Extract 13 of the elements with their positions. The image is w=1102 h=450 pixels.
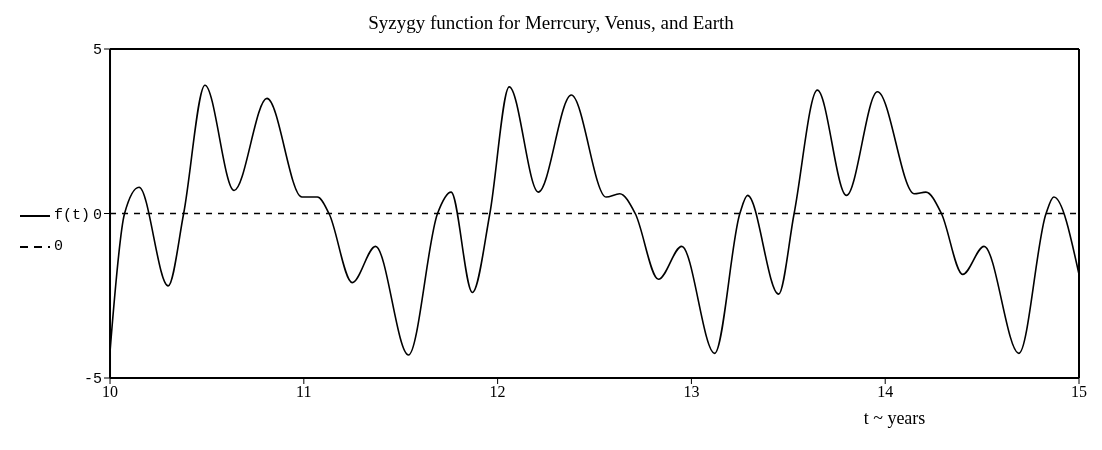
x-tick-label: 15 [1071,383,1087,401]
y-tick-label: -5 [84,371,103,389]
x-tick-label: 11 [296,383,312,401]
chart-title: Syzygy function for Merrcury, Venus, and Earth [367,11,735,35]
x-tick-label: 13 [683,383,700,401]
legend-label: f(t) [54,207,91,224]
x-tick-label: 12 [489,383,506,401]
x-tick-label: 10 [102,383,119,401]
y-tick-label: 5 [93,42,103,60]
legend-label: 0 [54,238,64,255]
x-tick-label: 14 [877,383,894,401]
y-tick-label: 0 [93,206,103,224]
x-axis-title: t ~ years [863,408,926,428]
